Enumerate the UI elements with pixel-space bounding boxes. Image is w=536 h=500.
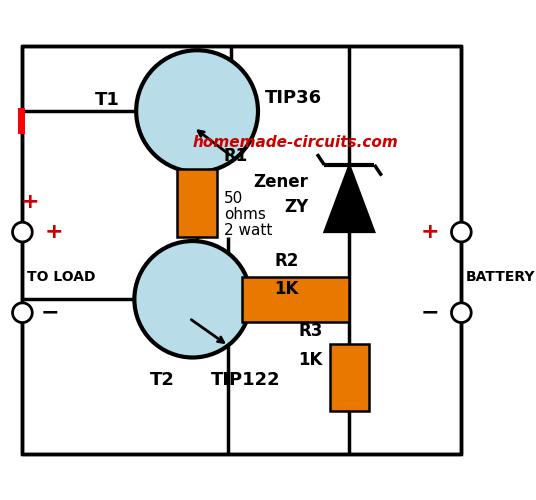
Bar bbox=[242, 277, 349, 322]
Circle shape bbox=[451, 222, 471, 242]
Text: TO LOAD: TO LOAD bbox=[27, 270, 95, 283]
Text: R2: R2 bbox=[274, 252, 299, 270]
Text: BATTERY: BATTERY bbox=[466, 270, 535, 283]
Text: ZY: ZY bbox=[284, 198, 308, 216]
Polygon shape bbox=[324, 165, 375, 232]
Text: ohms: ohms bbox=[224, 207, 266, 222]
Circle shape bbox=[12, 303, 32, 322]
Bar bbox=[18, 108, 25, 134]
Circle shape bbox=[136, 50, 258, 172]
Text: TIP122: TIP122 bbox=[211, 371, 280, 389]
Text: T2: T2 bbox=[150, 371, 175, 389]
Text: +: + bbox=[45, 222, 63, 242]
Text: −: − bbox=[40, 302, 59, 322]
Text: −: − bbox=[420, 302, 439, 322]
Circle shape bbox=[135, 241, 251, 358]
Text: 1K: 1K bbox=[298, 351, 323, 369]
Bar bbox=[177, 170, 217, 236]
Text: 2 watt: 2 watt bbox=[224, 223, 272, 238]
Text: +: + bbox=[20, 192, 39, 212]
Text: 1K: 1K bbox=[274, 280, 299, 297]
Text: T1: T1 bbox=[95, 92, 120, 110]
Text: +: + bbox=[420, 222, 439, 242]
Circle shape bbox=[451, 303, 471, 322]
Text: 50: 50 bbox=[224, 191, 243, 206]
Text: Zener: Zener bbox=[254, 174, 308, 192]
Text: R1: R1 bbox=[224, 147, 248, 165]
Circle shape bbox=[12, 222, 32, 242]
Bar bbox=[330, 344, 369, 411]
Text: TIP36: TIP36 bbox=[265, 88, 322, 106]
Text: homemade-circuits.com: homemade-circuits.com bbox=[193, 135, 398, 150]
Text: R3: R3 bbox=[298, 322, 323, 340]
